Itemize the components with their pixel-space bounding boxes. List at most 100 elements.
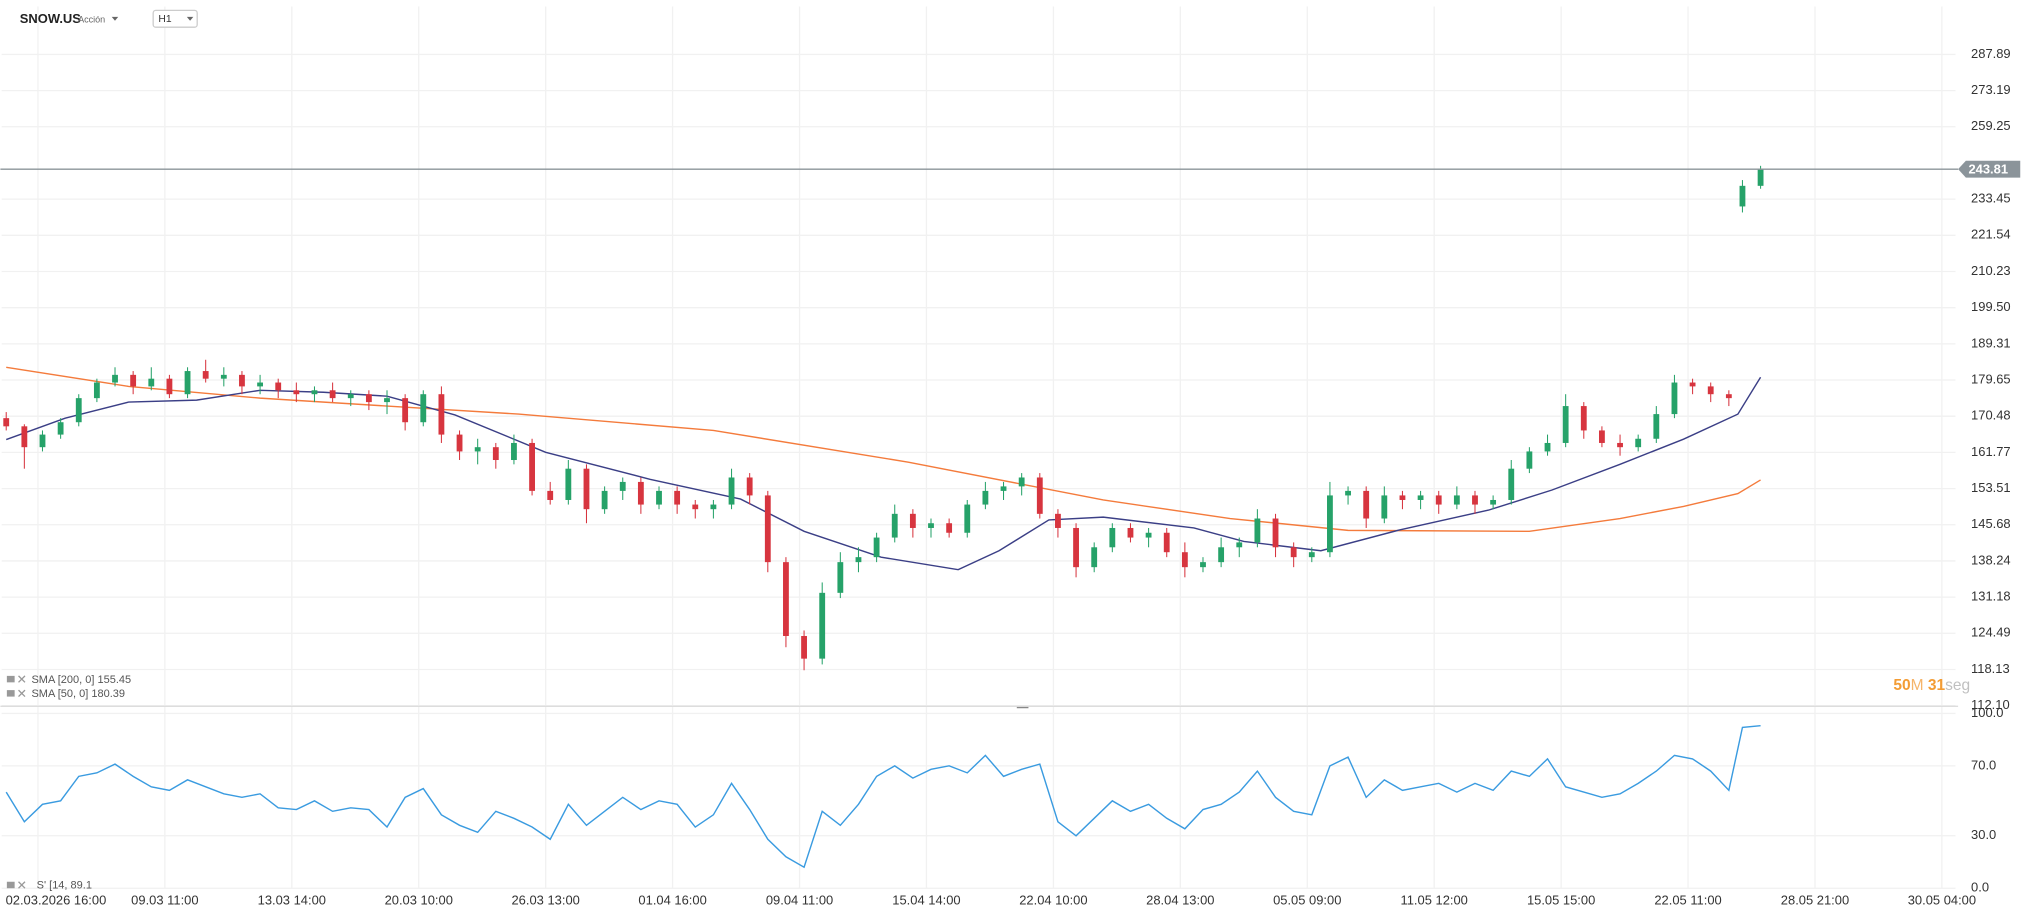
candle-body: [1635, 438, 1642, 448]
candle-body: [982, 490, 989, 505]
y-tick-label: 153.51: [1971, 480, 2011, 495]
candle-body: [112, 374, 118, 383]
candle-body: [1145, 532, 1152, 538]
candle-body: [202, 371, 209, 379]
y-tick-label: 189.31: [1971, 335, 2011, 350]
y-tick-label: 112.10: [1971, 697, 2010, 712]
candle-body: [891, 513, 898, 538]
candle-body: [1653, 414, 1660, 439]
current-price-badge: [1958, 160, 2021, 178]
y-tick-label: 124.49: [1971, 625, 2011, 640]
dropdown-arrow[interactable]: [111, 16, 119, 21]
candle-body: [1091, 547, 1098, 568]
candle-body: [1218, 547, 1225, 563]
candle-body: [93, 382, 100, 399]
candle-body: [402, 398, 409, 423]
x-tick-label: 02.03.2026 16:00: [6, 893, 107, 908]
candle-body: [1562, 406, 1569, 443]
countdown: 50M 31seg: [1893, 677, 1970, 694]
candle-body: [1000, 486, 1007, 491]
candle-body: [547, 490, 554, 500]
candle-body: [1689, 382, 1696, 387]
candle-body: [819, 592, 826, 659]
candle-body: [21, 426, 28, 448]
candle-body: [1236, 542, 1243, 548]
candle-body: [329, 390, 336, 399]
timeframe-box[interactable]: [152, 9, 198, 28]
candle-body: [1290, 547, 1297, 558]
minutes: 50: [1893, 677, 1910, 694]
legend-icons: [6, 675, 26, 889]
candle-body: [529, 442, 535, 491]
candle-body: [1399, 495, 1406, 500]
icon[interactable]: [18, 881, 26, 889]
x-tick-label: 28.05 21:00: [1781, 893, 1849, 908]
icon[interactable]: [6, 675, 15, 683]
y-tick-label: 287.89: [1971, 46, 2011, 61]
candle-body: [764, 495, 771, 563]
y-tick-label: 118.13: [1971, 661, 2010, 676]
timeframe-arrow[interactable]: [186, 16, 194, 21]
candle-body: [565, 468, 572, 500]
candle-body: [837, 562, 844, 593]
stochastic-line: [5, 724, 1761, 869]
indicator-title: S' [14, 89.1: [37, 880, 92, 892]
candle-body: [1739, 185, 1746, 207]
candle-body: [656, 490, 662, 505]
candle-body: [384, 398, 390, 403]
candle-body: [1163, 532, 1170, 553]
candle-body: [1181, 552, 1188, 568]
candle-body: [1453, 495, 1460, 505]
legend-value: 180.39: [91, 688, 125, 700]
candle-body: [311, 390, 318, 395]
icon[interactable]: [18, 689, 26, 698]
icon[interactable]: [6, 690, 15, 697]
y-tick-label: 233.45: [1971, 191, 2011, 206]
candle-body: [474, 447, 481, 452]
timeframe: H1: [158, 14, 171, 25]
candle-body: [1725, 394, 1732, 399]
candle-body: [1327, 495, 1333, 553]
x-tick-label: 22.05 11:00: [1654, 893, 1721, 908]
y-tick-label: 131.18: [1971, 589, 2011, 604]
legend-entry: SMA [200, 0] 155.45: [31, 674, 131, 686]
candle-body: [1272, 518, 1279, 548]
x-tick-label: 05.05 09:00: [1273, 893, 1341, 908]
candle-body: [130, 374, 137, 387]
y-tick-label: 70.0: [1971, 757, 1996, 772]
candle-body: [637, 481, 644, 505]
candle-body: [220, 374, 227, 379]
y-tick-label: 100.0: [1971, 705, 2003, 720]
seconds: 31: [1928, 677, 1946, 694]
y-tick-label: 273.19: [1971, 82, 2011, 97]
candle-body: [946, 523, 953, 533]
candle-body: [1417, 495, 1424, 500]
icon[interactable]: [18, 675, 26, 683]
candle-body: [1109, 527, 1116, 548]
icon[interactable]: [6, 881, 15, 889]
candle-body: [1036, 477, 1043, 514]
candle-body: [1018, 477, 1025, 487]
candle-body: [1757, 169, 1764, 186]
candle-body: [347, 394, 354, 399]
candle-body: [583, 468, 590, 510]
y-tick-label: 259.25: [1971, 118, 2011, 133]
candle-body: [57, 422, 64, 435]
candle-body: [964, 504, 971, 533]
candle-body: [873, 537, 880, 558]
current-price-label: 243.81: [1968, 161, 2008, 176]
candle-body: [1671, 382, 1678, 415]
y-tick-label: 170.48: [1971, 408, 2011, 423]
y-tick-label: 179.65: [1971, 371, 2011, 386]
candle-body: [928, 523, 934, 528]
candle-body: [1127, 527, 1134, 538]
y-tick-label: 138.24: [1971, 552, 2011, 567]
candle-body: [801, 635, 807, 659]
candle-body: [1435, 495, 1442, 505]
candle-body: [746, 477, 753, 496]
x-tick-label: 26.03 13:00: [511, 893, 579, 908]
candle-body: [3, 418, 10, 427]
legend-entry: SMA [50, 0] 180.39: [31, 688, 125, 700]
